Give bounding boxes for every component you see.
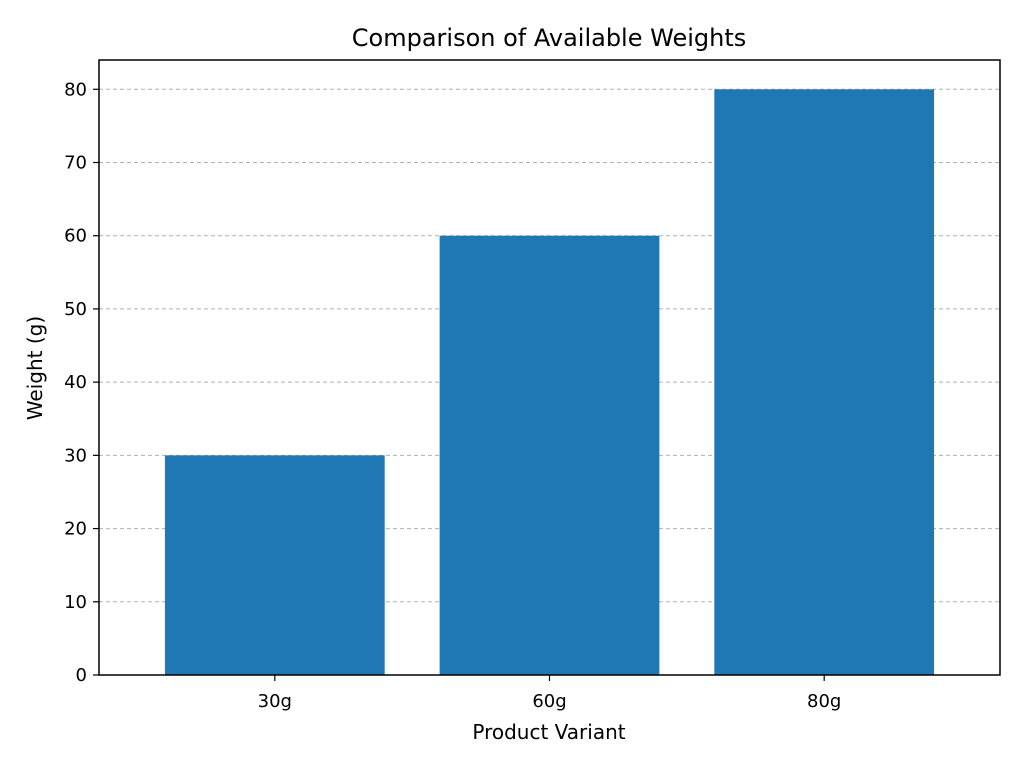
x-axis-label: Product Variant bbox=[472, 720, 625, 744]
y-axis-label: Weight (g) bbox=[23, 316, 47, 420]
x-tick-label: 80g bbox=[807, 691, 841, 712]
y-tick-label: 70 bbox=[64, 153, 87, 174]
y-tick-label: 60 bbox=[64, 226, 87, 247]
x-tick-label: 30g bbox=[258, 691, 292, 712]
y-tick-label: 30 bbox=[64, 445, 87, 466]
y-tick-label: 80 bbox=[64, 79, 87, 100]
bar-80g bbox=[714, 89, 935, 676]
x-tick-label: 60g bbox=[532, 691, 566, 712]
ticks-layer: 0 10 20 30 40 50 60 70 80 30g 60g 80g bbox=[64, 79, 841, 712]
bar-30g bbox=[164, 455, 385, 675]
bars-layer bbox=[164, 89, 935, 676]
y-tick-label: 50 bbox=[64, 299, 87, 320]
y-tick-label: 40 bbox=[64, 372, 87, 393]
y-tick-label: 20 bbox=[64, 519, 87, 540]
chart-title: Comparison of Available Weights bbox=[352, 24, 746, 52]
y-tick-label: 0 bbox=[76, 665, 87, 686]
y-tick-label: 10 bbox=[64, 592, 87, 613]
bar-60g bbox=[439, 235, 660, 675]
